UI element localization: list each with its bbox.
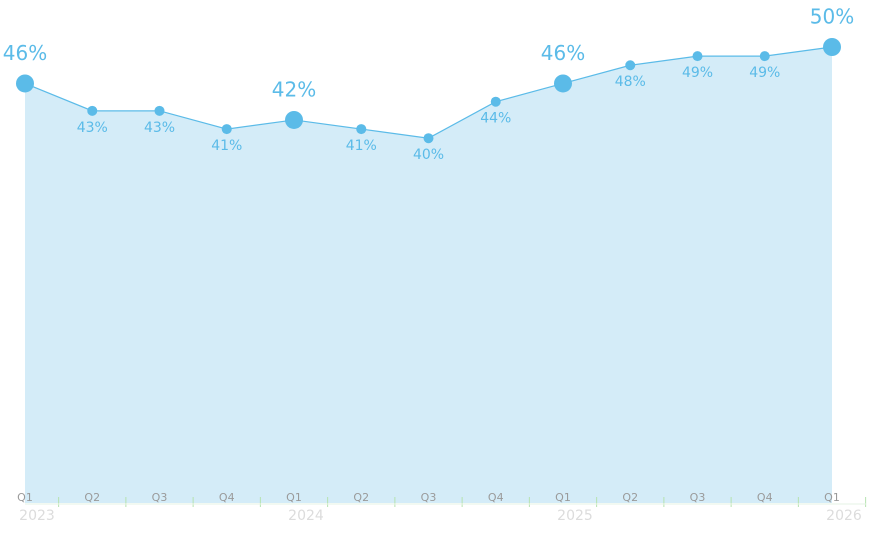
point <box>692 51 703 62</box>
point <box>490 96 501 107</box>
value-label: 50% <box>810 5 854 29</box>
x-tick-label: Q3 <box>152 491 168 504</box>
value-label: 41% <box>346 138 377 154</box>
year-label: 2024 <box>288 508 324 524</box>
value-label: 48% <box>615 74 646 90</box>
x-tick-label: Q3 <box>690 491 706 504</box>
x-tick-label: Q1 <box>555 491 571 504</box>
point <box>356 124 367 135</box>
value-label: 49% <box>682 65 713 81</box>
x-tick-label: Q2 <box>84 491 100 504</box>
year-label: 2026 <box>826 508 862 524</box>
point <box>423 133 434 144</box>
value-label: 49% <box>749 65 780 81</box>
point <box>554 74 572 93</box>
x-tick-label: Q2 <box>353 491 369 504</box>
point <box>154 105 165 116</box>
year-label: 2023 <box>19 508 55 524</box>
value-label: 46% <box>541 41 585 65</box>
value-label: 43% <box>144 120 175 136</box>
point <box>625 60 636 71</box>
value-label: 42% <box>272 77 316 101</box>
x-tick-label: Q2 <box>622 491 638 504</box>
x-tick-label: Q4 <box>219 491 235 504</box>
x-tick-label: Q1 <box>824 491 840 504</box>
point <box>759 51 770 62</box>
x-tick-label: Q4 <box>488 491 504 504</box>
value-label: 43% <box>77 120 108 136</box>
point <box>87 105 98 116</box>
value-label: 41% <box>211 138 242 154</box>
x-tick-label: Q3 <box>421 491 437 504</box>
point <box>221 124 232 135</box>
x-tick-label: Q1 <box>286 491 302 504</box>
x-tick-label: Q1 <box>17 491 33 504</box>
x-tick-label: Q4 <box>757 491 773 504</box>
point <box>16 74 34 93</box>
value-label: 44% <box>480 111 511 127</box>
area <box>25 47 832 503</box>
point <box>823 38 841 56</box>
point <box>285 110 303 129</box>
value-label: 40% <box>413 147 444 163</box>
year-label: 2025 <box>557 508 593 524</box>
value-label: 46% <box>3 41 47 65</box>
